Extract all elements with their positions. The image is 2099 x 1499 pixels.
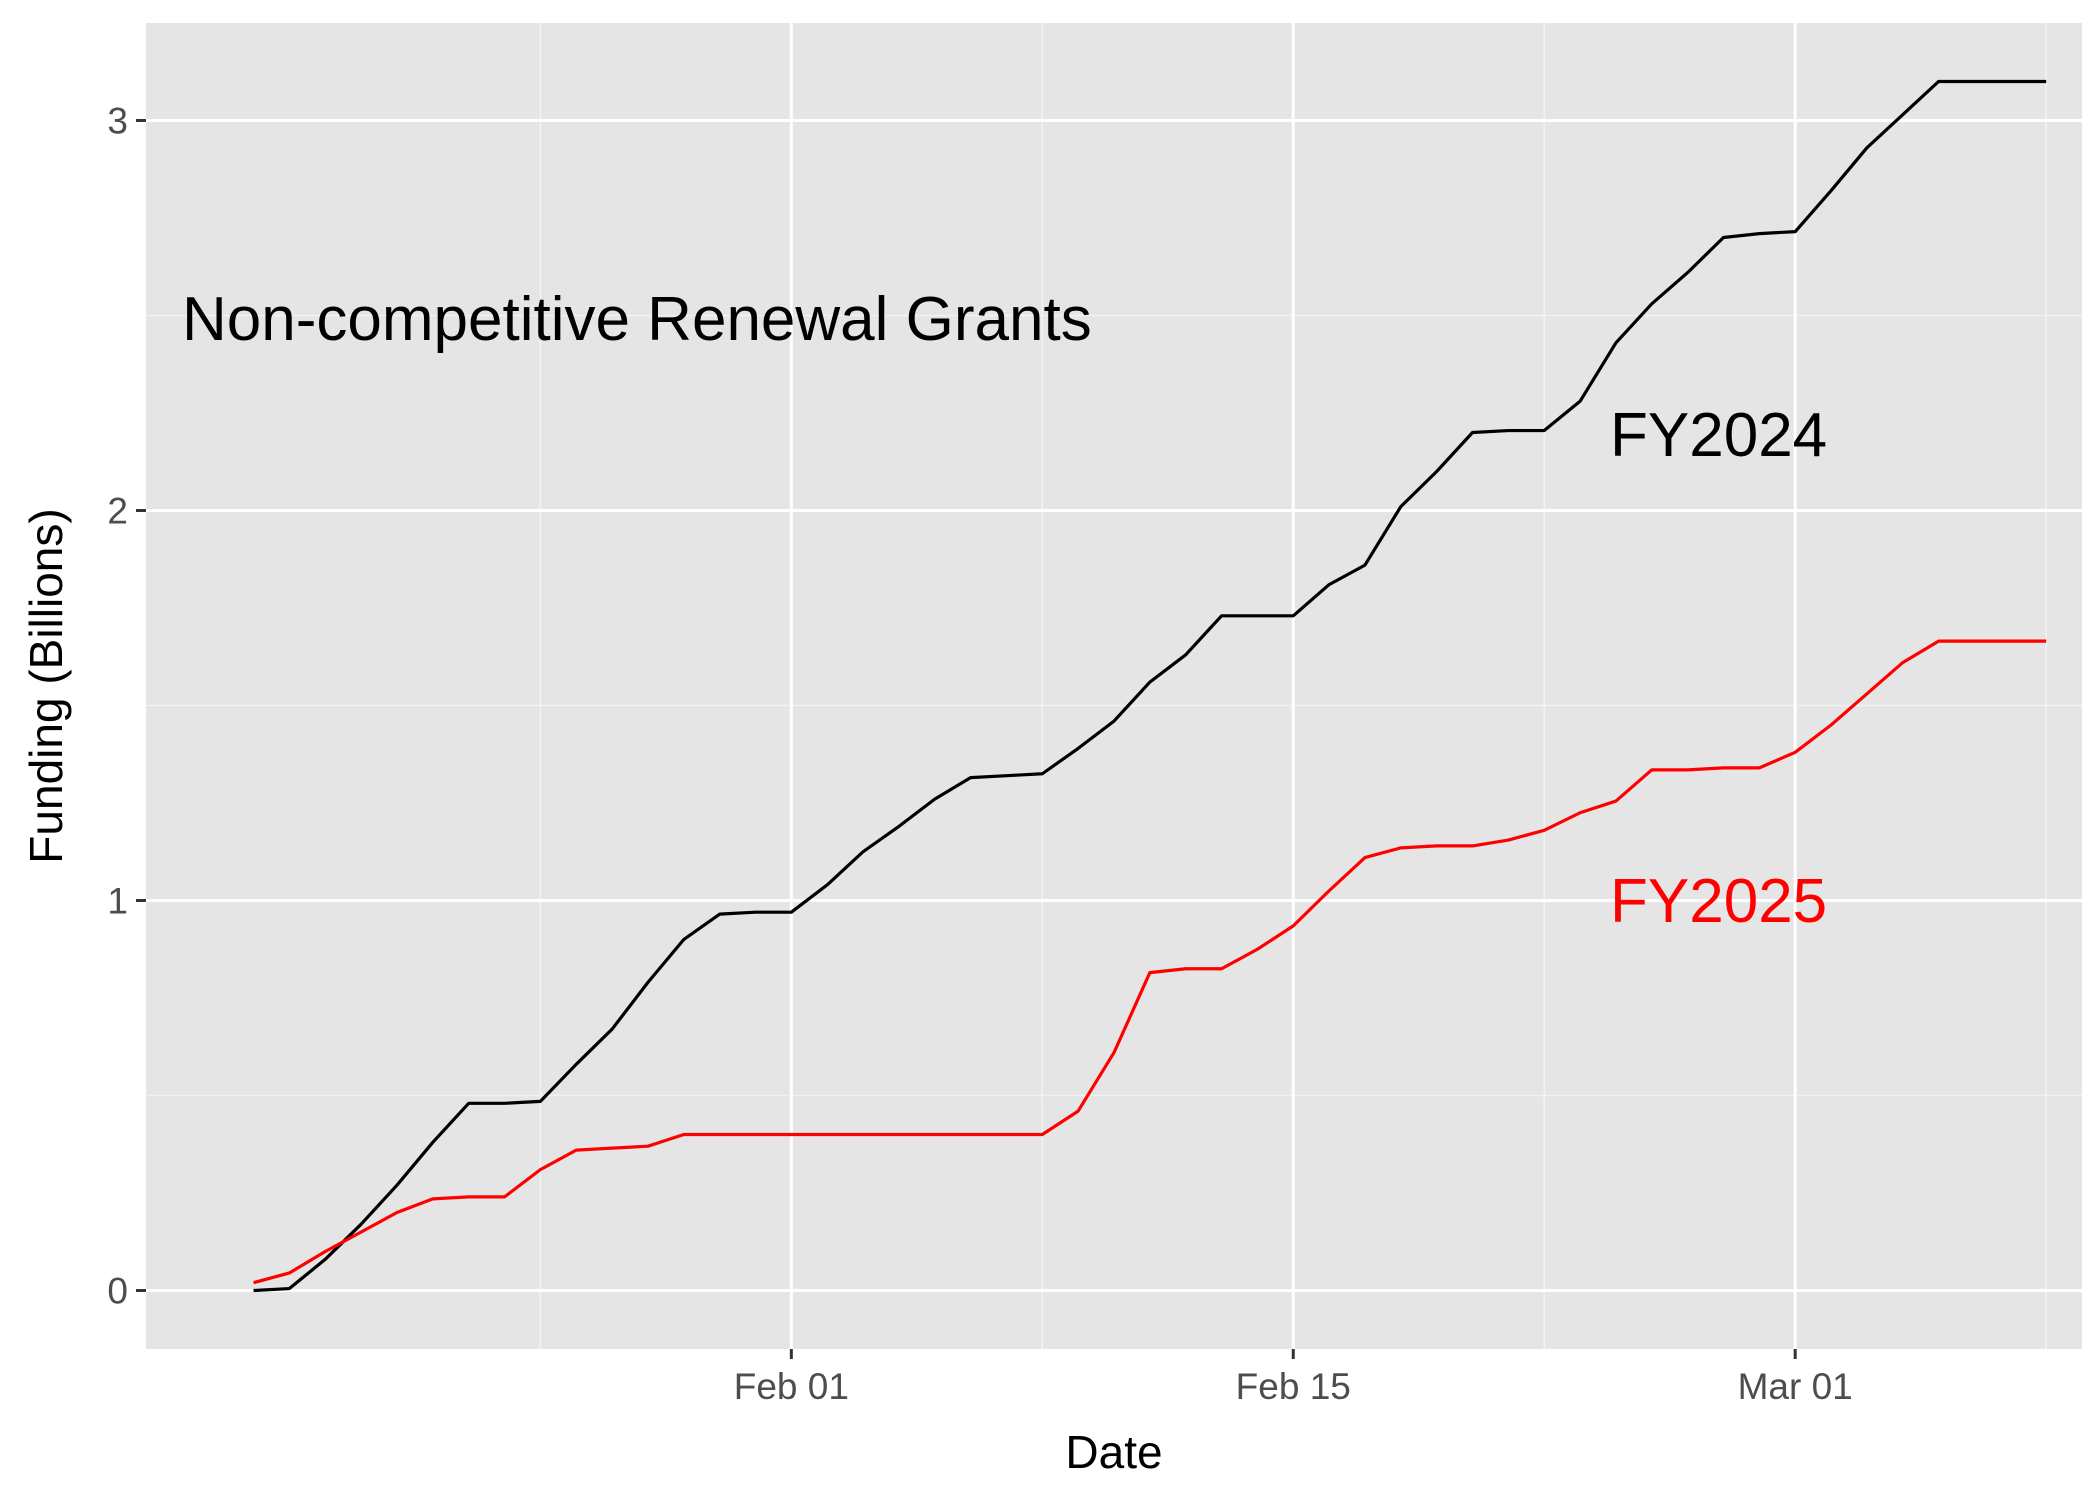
chart-annotation: Non-competitive Renewal Grants — [182, 285, 1092, 354]
y-tick-label: 2 — [107, 491, 128, 532]
minor-grid — [146, 23, 2082, 1349]
fy2025-label: FY2025 — [1610, 867, 1827, 936]
fy2024-label: FY2024 — [1610, 401, 1827, 470]
x-tick-label: Feb 01 — [734, 1366, 849, 1407]
x-tick-label: Mar 01 — [1738, 1366, 1853, 1407]
y-tick-label: 3 — [107, 101, 128, 142]
y-axis-title: Funding (Billions) — [20, 508, 72, 863]
major-grid — [146, 23, 2082, 1349]
x-axis: Feb 01 Feb 15 Mar 01 — [734, 1349, 1853, 1407]
x-axis-title: Date — [1065, 1426, 1162, 1478]
x-tick-label: Feb 15 — [1236, 1366, 1351, 1407]
series-layer — [253, 79, 2047, 1293]
series-line-fy2025 — [253, 639, 2047, 1285]
plot-panel — [146, 23, 2082, 1349]
y-tick-label: 0 — [107, 1271, 128, 1312]
series-line-fy2024 — [253, 79, 2047, 1293]
y-axis: 0 1 2 3 — [107, 101, 146, 1312]
y-tick-label: 1 — [107, 881, 128, 922]
